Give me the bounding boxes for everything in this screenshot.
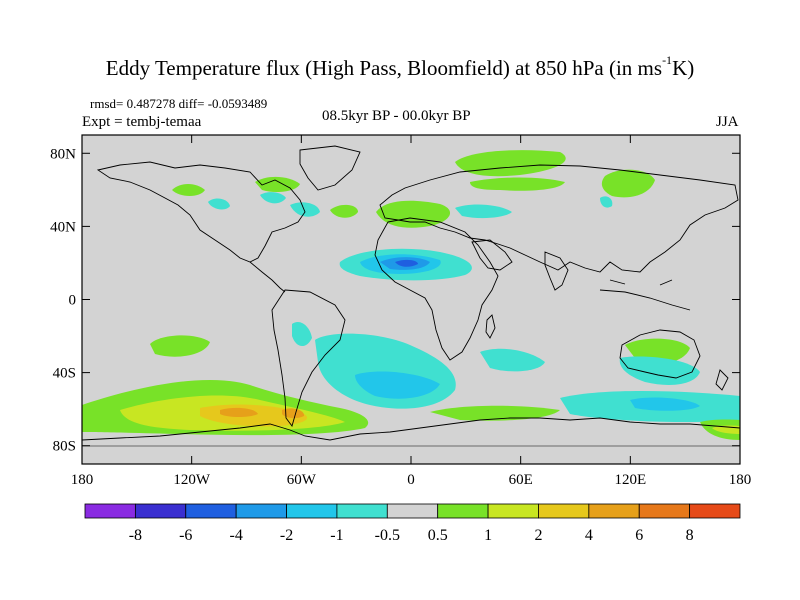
anomaly-indian-cyan: [480, 348, 545, 372]
anomaly-australia-cyan: [619, 356, 700, 385]
colorbar-label: -2: [280, 527, 293, 544]
x-tick-label: 180: [71, 472, 94, 488]
season-label: JJA: [716, 114, 739, 130]
colorbar-label: -0.5: [375, 527, 400, 544]
colorbar-swatch: [538, 503, 590, 519]
colorbar-label: 4: [585, 527, 593, 544]
anomaly-atlantic: [330, 204, 358, 218]
coastlines: [82, 145, 740, 441]
anomaly-east-pacific: [150, 335, 210, 357]
x-tick-label: 120E: [614, 472, 646, 488]
experiment-label: Expt = tembj-temaa: [82, 114, 202, 130]
coastline-antarctica: [82, 417, 740, 441]
x-tick-label: 180: [729, 472, 752, 488]
anomaly-pacific-cyan: [208, 198, 230, 210]
y-tick-label: 40N: [50, 219, 76, 235]
anomaly-hudson: [255, 176, 300, 192]
colorbar-swatch: [689, 503, 741, 519]
anomaly-greenland-cyan: [260, 192, 286, 204]
colorbar-swatch: [134, 503, 187, 519]
colorbar-swatch: [84, 503, 136, 519]
title-unit-end: K): [672, 56, 695, 80]
y-tick-label: 40S: [53, 366, 76, 382]
y-tick-label: 80N: [50, 146, 76, 162]
colorbar-swatch: [487, 503, 539, 519]
y-tick-label: 80S: [53, 439, 76, 455]
colorbar-swatch: [336, 503, 388, 519]
colorbar-swatch: [386, 503, 439, 519]
axis-ticks: 80N 40N 0 40S 80S 180 120W 60W 0 60E 120E 180: [50, 135, 751, 488]
coastline-africa: [374, 217, 499, 361]
colorbar-swatch: [286, 503, 338, 519]
coastline-arabia: [471, 239, 513, 271]
anomaly-siberia-cyan: [600, 196, 613, 208]
coastline-greenland: [299, 145, 361, 191]
anomaly-southern-band-orange-2: [282, 408, 305, 419]
colorbar-swatch: [235, 503, 287, 519]
colorbar-label: -8: [129, 527, 142, 544]
title-text: Eddy Temperature flux (High Pass, Bloomf…: [105, 56, 663, 80]
colorbar-label: 8: [686, 527, 694, 544]
coastline-north-america: [96, 161, 306, 263]
plot-title: Eddy Temperature flux (High Pass, Bloomf…: [0, 53, 800, 81]
anomaly-indian-blue: [630, 397, 700, 411]
anomaly-east-siberia: [601, 169, 655, 198]
colorbar-label: 1: [484, 527, 492, 544]
anomaly-northern-siberia: [470, 177, 565, 191]
colorbar: -8 -6 -4 -2 -1 -0.5 0.5 1 2 4 6 8: [84, 503, 741, 544]
anomaly-drake-green: [430, 405, 560, 421]
colorbar-swatch: [437, 503, 489, 519]
colorbar-label: -6: [179, 527, 192, 544]
map-area: [82, 135, 740, 464]
colorbar-swatch: [588, 503, 640, 519]
colorbar-label: 6: [635, 527, 643, 544]
colorbar-label: -4: [229, 527, 242, 544]
colorbar-label: 2: [534, 527, 542, 544]
coastline-se-asia-islands: [599, 279, 691, 311]
coastline-australia: [619, 329, 701, 379]
anomaly-south-atlantic-blue: [355, 371, 440, 399]
coastline-new-zealand: [715, 369, 729, 391]
x-tick-label: 0: [407, 472, 415, 488]
anomaly-sahara-core: [395, 259, 418, 267]
colorbar-swatch: [185, 503, 237, 519]
x-tick-label: 120W: [173, 472, 211, 488]
anomaly-eurasia-cyan: [455, 204, 512, 219]
x-tick-label: 60W: [287, 472, 317, 488]
colorbar-swatch: [638, 503, 691, 519]
anomaly-labrador-cyan: [290, 202, 320, 217]
coastline-central-america: [249, 261, 286, 293]
stats-line: rmsd= 0.487278 diff= -0.0593489: [90, 96, 268, 111]
coastline-eurasia: [379, 164, 739, 273]
coastline-madagascar: [485, 314, 496, 339]
anomaly-southern-band-orange-1: [220, 407, 258, 417]
anomaly-canada: [172, 184, 205, 196]
colorbar-label: 0.5: [428, 527, 448, 544]
anomaly-south-america-cyan: [292, 321, 312, 347]
colorbar-label: -1: [330, 527, 343, 544]
y-tick-label: 0: [69, 293, 77, 309]
period-label: 08.5kyr BP - 00.0kyr BP: [322, 108, 471, 124]
coastline-india: [544, 251, 569, 291]
x-tick-label: 60E: [509, 472, 533, 488]
title-superscript: -1: [662, 53, 673, 67]
coastline-south-america: [271, 289, 346, 427]
